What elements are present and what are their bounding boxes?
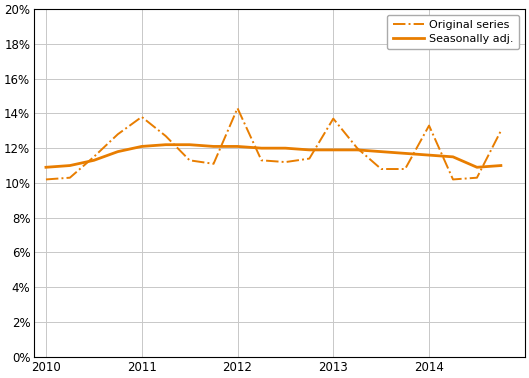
Seasonally adj. — [402, 151, 408, 156]
Original series — [282, 160, 288, 164]
Original series — [139, 115, 145, 119]
Original series — [211, 161, 217, 166]
Original series — [378, 167, 385, 171]
Seasonally adj. — [211, 144, 217, 149]
Seasonally adj. — [258, 146, 264, 150]
Original series — [115, 132, 121, 136]
Seasonally adj. — [450, 155, 456, 159]
Seasonally adj. — [474, 165, 480, 170]
Seasonally adj. — [43, 165, 49, 170]
Seasonally adj. — [426, 153, 432, 157]
Seasonally adj. — [90, 158, 97, 163]
Seasonally adj. — [378, 149, 385, 154]
Original series — [234, 106, 241, 110]
Seasonally adj. — [330, 148, 336, 152]
Original series — [450, 177, 456, 182]
Original series — [354, 146, 360, 150]
Original series — [258, 158, 264, 163]
Seasonally adj. — [186, 143, 193, 147]
Original series — [498, 129, 504, 133]
Line: Seasonally adj.: Seasonally adj. — [46, 145, 501, 167]
Original series — [330, 116, 336, 121]
Seasonally adj. — [162, 143, 169, 147]
Original series — [474, 175, 480, 180]
Original series — [162, 134, 169, 138]
Seasonally adj. — [354, 148, 360, 152]
Original series — [43, 177, 49, 182]
Original series — [67, 175, 73, 180]
Seasonally adj. — [115, 149, 121, 154]
Seasonally adj. — [234, 144, 241, 149]
Line: Original series: Original series — [46, 108, 501, 180]
Seasonally adj. — [282, 146, 288, 150]
Seasonally adj. — [498, 163, 504, 168]
Original series — [426, 123, 432, 128]
Original series — [402, 167, 408, 171]
Seasonally adj. — [139, 144, 145, 149]
Original series — [186, 158, 193, 163]
Original series — [90, 155, 97, 159]
Seasonally adj. — [67, 163, 73, 168]
Seasonally adj. — [306, 148, 313, 152]
Legend: Original series, Seasonally adj.: Original series, Seasonally adj. — [387, 15, 519, 49]
Original series — [306, 156, 313, 161]
